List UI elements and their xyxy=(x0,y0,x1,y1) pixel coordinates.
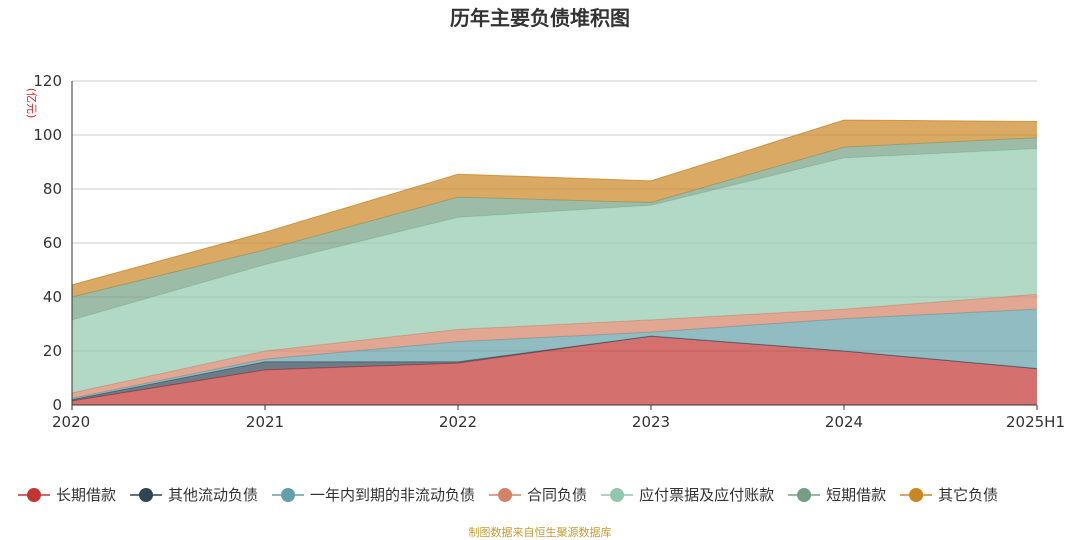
legend-item-0[interactable]: 长期借款 xyxy=(18,486,116,504)
axes: 0 20 40 60 80 100 120 2020 2021 2022 2023 2024 2025H… xyxy=(33,72,1065,431)
area-series-2 xyxy=(72,309,1037,400)
legend-label: 合同负债 xyxy=(527,486,587,504)
area-series-3 xyxy=(72,294,1037,399)
area-series-6 xyxy=(72,120,1037,297)
x-tick-label-4: 2024 xyxy=(825,413,863,431)
legend-item-4[interactable]: 应付票据及应付账款 xyxy=(601,486,774,504)
x-tick-label-0: 2020 xyxy=(52,413,90,431)
legend-label: 其他流动负债 xyxy=(168,486,258,504)
data-source-note: 制图数据来自恒生聚源数据库 xyxy=(469,525,612,539)
line-series-6 xyxy=(71,119,1038,286)
area-series-4 xyxy=(72,148,1037,393)
legend-item-1[interactable]: 其他流动负债 xyxy=(130,486,258,504)
legend-item-5[interactable]: 短期借款 xyxy=(788,486,886,504)
legend-marker-icon xyxy=(27,488,41,502)
y-tick-label-100: 100 xyxy=(33,126,62,144)
y-axis-unit-label: (亿元) xyxy=(25,88,38,119)
legend-marker-icon xyxy=(797,488,812,502)
legend-marker-icon xyxy=(139,488,154,502)
x-tick-label-1: 2021 xyxy=(246,413,284,431)
area-series-group xyxy=(71,119,1038,405)
legend-label: 短期借款 xyxy=(826,486,886,504)
legend-marker-icon xyxy=(498,488,513,502)
y-tick-label-20: 20 xyxy=(43,342,62,360)
x-tick-label-2: 2022 xyxy=(439,413,477,431)
legend-item-3[interactable]: 合同负债 xyxy=(489,486,587,504)
y-tick-label-60: 60 xyxy=(43,234,62,252)
y-tick-label-80: 80 xyxy=(43,180,62,198)
area-series-0 xyxy=(72,336,1037,405)
legend-marker-icon xyxy=(610,488,625,502)
x-tick-label-3: 2023 xyxy=(632,413,670,431)
chart-title: 历年主要负债堆积图 xyxy=(450,6,630,30)
legend-item-6[interactable]: 其它负债 xyxy=(900,486,998,504)
y-tick-label-120: 120 xyxy=(33,72,62,90)
legend-marker-icon xyxy=(281,488,296,502)
legend-label: 其它负债 xyxy=(938,486,998,504)
legend-label: 应付票据及应付账款 xyxy=(639,486,774,504)
legend-label: 长期借款 xyxy=(56,486,116,504)
y-tick-label-0: 0 xyxy=(52,396,62,414)
legend-marker-icon xyxy=(909,488,924,502)
legend-item-2[interactable]: 一年内到期的非流动负债 xyxy=(272,486,475,504)
y-tick-label-40: 40 xyxy=(43,288,62,306)
x-tick-label-5: 2025H1 xyxy=(1006,413,1065,431)
legend-label: 一年内到期的非流动负债 xyxy=(310,486,475,504)
legend[interactable]: 长期借款 其他流动负债 一年内到期的非流动负债 合同负债 应付票据及应付账款 短期借款 其它… xyxy=(18,486,998,504)
